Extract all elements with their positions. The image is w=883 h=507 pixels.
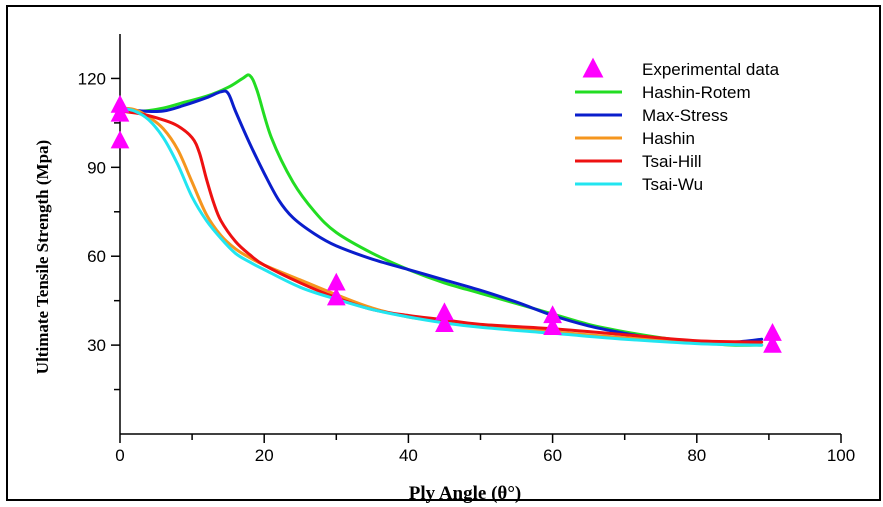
experimental-data-point [110, 130, 130, 149]
legend-label-max-stress: Max-Stress [642, 106, 728, 125]
x-tick-label: 40 [399, 446, 418, 465]
experimental-data-point [543, 317, 562, 335]
x-tick-label: 0 [115, 446, 124, 465]
legend-label-tsai-wu: Tsai-Wu [642, 175, 703, 194]
series-line-tsai-hill [118, 109, 764, 344]
experimental-data-point [110, 103, 130, 122]
x-tick-label: 60 [543, 446, 562, 465]
markers-layer [110, 94, 782, 353]
legend-label-tsai-hill: Tsai-Hill [642, 152, 702, 171]
legend-label-experimental: Experimental data [642, 60, 780, 79]
y-tick-label: 60 [87, 247, 106, 266]
axes: 0 20 40 60 80 100 30 60 90 120 [78, 34, 855, 465]
legend-marker-experimental [582, 57, 604, 78]
y-tick-label: 90 [87, 158, 106, 177]
experimental-data-point [763, 323, 782, 341]
experimental-data-point [543, 305, 562, 324]
experimental-data-point [435, 302, 454, 321]
y-tick-label: 120 [78, 69, 106, 88]
experimental-data-point [326, 287, 346, 306]
experimental-data-point [763, 334, 782, 353]
x-tick-label: 80 [687, 446, 706, 465]
y-tick-label: 30 [87, 336, 106, 355]
chart-frame [6, 5, 881, 501]
x-tick-label: 20 [255, 446, 274, 465]
experimental-data-point [435, 314, 454, 333]
experimental-data-point [326, 272, 346, 291]
legend-label-hashin: Hashin [642, 129, 695, 148]
y-axis-label: Ultimate Tensile Strength (Mpa) [33, 140, 52, 374]
x-tick-label: 100 [827, 446, 855, 465]
series-line-max-stress [118, 89, 764, 344]
x-axis-label: Ply Angle (θ°) [409, 483, 522, 504]
legend: Experimental data Hashin-Rotem Max-Stress H… [575, 57, 780, 194]
legend-label-hashin-rotem: Hashin-Rotem [642, 83, 751, 102]
